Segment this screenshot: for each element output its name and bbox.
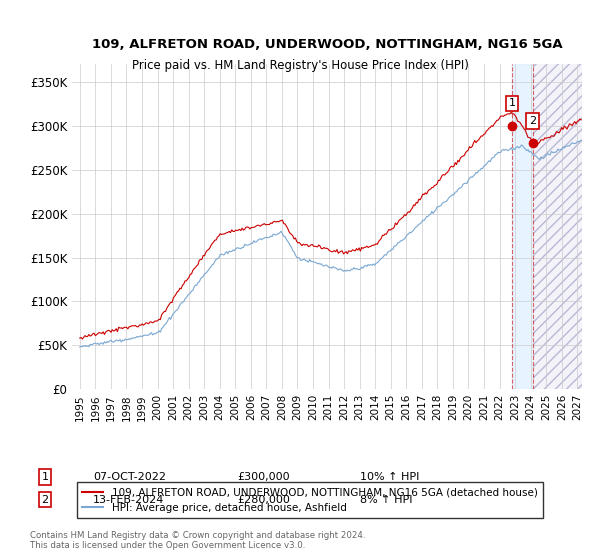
- Text: Contains HM Land Registry data © Crown copyright and database right 2024.
This d: Contains HM Land Registry data © Crown c…: [30, 530, 365, 550]
- Text: £280,000: £280,000: [237, 494, 290, 505]
- Text: 8% ↑ HPI: 8% ↑ HPI: [360, 494, 413, 505]
- Legend: 109, ALFRETON ROAD, UNDERWOOD, NOTTINGHAM, NG16 5GA (detached house), HPI: Avera: 109, ALFRETON ROAD, UNDERWOOD, NOTTINGHA…: [77, 482, 542, 518]
- Text: Price paid vs. HM Land Registry's House Price Index (HPI): Price paid vs. HM Land Registry's House …: [131, 59, 469, 72]
- Text: 10% ↑ HPI: 10% ↑ HPI: [360, 472, 419, 482]
- Bar: [512, 64, 533, 389]
- Title: 109, ALFRETON ROAD, UNDERWOOD, NOTTINGHAM, NG16 5GA: 109, ALFRETON ROAD, UNDERWOOD, NOTTINGHA…: [92, 38, 562, 51]
- Text: 1: 1: [508, 99, 515, 108]
- Text: £300,000: £300,000: [237, 472, 290, 482]
- Text: 1: 1: [41, 472, 49, 482]
- Text: 2: 2: [41, 494, 49, 505]
- Text: 07-OCT-2022: 07-OCT-2022: [93, 472, 166, 482]
- Text: 2: 2: [529, 116, 536, 126]
- Text: 13-FEB-2024: 13-FEB-2024: [93, 494, 164, 505]
- Bar: [533, 38, 585, 389]
